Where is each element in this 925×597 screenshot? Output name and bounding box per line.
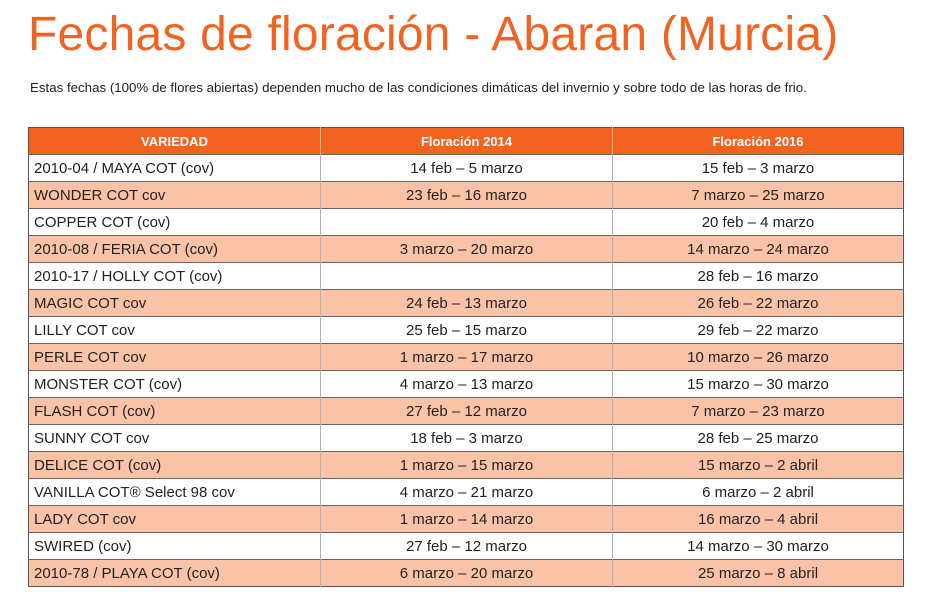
- cell-bloom-2016: 25 marzo – 8 abril: [612, 559, 904, 587]
- cell-variety: LADY COT cov: [28, 505, 321, 533]
- cell-bloom-2014: 18 feb – 3 marzo: [320, 424, 613, 452]
- cell-variety: SWIRED (cov): [28, 532, 321, 560]
- table-row: VANILLA COT® Select 98 cov 4 marzo – 21 m…: [28, 478, 904, 506]
- cell-bloom-2016: 29 feb – 22 marzo: [612, 316, 904, 344]
- table-row: SWIRED (cov) 27 feb – 12 marzo 14 marzo – …: [28, 532, 904, 560]
- table-row: WONDER COT cov 23 feb – 16 marzo 7 marzo –…: [28, 181, 904, 209]
- cell-variety: 2010-17 / HOLLY COT (cov): [28, 262, 321, 290]
- cell-bloom-2016: 15 marzo – 30 marzo: [612, 370, 904, 398]
- cell-bloom-2016: 20 feb – 4 marzo: [612, 208, 904, 236]
- cell-bloom-2016: 10 marzo – 26 marzo: [612, 343, 904, 371]
- column-header-bloom-2016: Floración 2016: [612, 127, 904, 155]
- table-header-row: VARIEDAD Floración 2014 Floración 2016: [28, 127, 904, 155]
- cell-bloom-2014: 4 marzo – 13 marzo: [320, 370, 613, 398]
- cell-variety: MONSTER COT (cov): [28, 370, 321, 398]
- cell-bloom-2016: 28 feb – 16 marzo: [612, 262, 904, 290]
- table-row: PERLE COT cov 1 marzo – 17 marzo 10 marzo …: [28, 343, 904, 371]
- cell-variety: COPPER COT (cov): [28, 208, 321, 236]
- cell-variety: WONDER COT cov: [28, 181, 321, 209]
- cell-variety: 2010-78 / PLAYA COT (cov): [28, 559, 321, 587]
- table-body: 2010-04 / MAYA COT (cov) 14 feb – 5 marzo…: [28, 154, 904, 587]
- column-header-bloom-2014: Floración 2014: [320, 127, 613, 155]
- table-row: FLASH COT (cov) 27 feb – 12 marzo 7 marzo …: [28, 397, 904, 425]
- cell-variety: PERLE COT cov: [28, 343, 321, 371]
- cell-bloom-2016: 14 marzo – 30 marzo: [612, 532, 904, 560]
- cell-bloom-2014: 4 marzo – 21 marzo: [320, 478, 613, 506]
- table-row: 2010-04 / MAYA COT (cov) 14 feb – 5 marzo…: [28, 154, 904, 182]
- table-row: MAGIC COT cov 24 feb – 13 marzo 26 feb – 2…: [28, 289, 904, 317]
- cell-bloom-2014: 24 feb – 13 marzo: [320, 289, 613, 317]
- cell-variety: 2010-08 / FERIA COT (cov): [28, 235, 321, 263]
- cell-bloom-2014: 6 marzo – 20 marzo: [320, 559, 613, 587]
- cell-bloom-2014: 3 marzo – 20 marzo: [320, 235, 613, 263]
- cell-bloom-2014: [320, 208, 613, 236]
- cell-bloom-2016: 6 marzo – 2 abril: [612, 478, 904, 506]
- page-subtitle: Estas fechas (100% de flores abiertas) d…: [30, 80, 807, 95]
- flowering-dates-table: VARIEDAD Floración 2014 Floración 2016 2…: [28, 127, 904, 587]
- table-row: SUNNY COT cov 18 feb – 3 marzo 28 feb – 25…: [28, 424, 904, 452]
- table-row: 2010-78 / PLAYA COT (cov) 6 marzo – 20 ma…: [28, 559, 904, 587]
- table-row: LADY COT cov 1 marzo – 14 marzo 16 marzo –…: [28, 505, 904, 533]
- cell-bloom-2014: 1 marzo – 17 marzo: [320, 343, 613, 371]
- cell-bloom-2016: 28 feb – 25 marzo: [612, 424, 904, 452]
- cell-variety: LILLY COT cov: [28, 316, 321, 344]
- cell-bloom-2016: 16 marzo – 4 abril: [612, 505, 904, 533]
- table-row: 2010-08 / FERIA COT (cov) 3 marzo – 20 ma…: [28, 235, 904, 263]
- table-row: 2010-17 / HOLLY COT (cov) 28 feb – 16 mar…: [28, 262, 904, 290]
- cell-variety: MAGIC COT cov: [28, 289, 321, 317]
- cell-bloom-2014: 23 feb – 16 marzo: [320, 181, 613, 209]
- table-row: LILLY COT cov 25 feb – 15 marzo 29 feb – 2…: [28, 316, 904, 344]
- cell-bloom-2016: 7 marzo – 25 marzo: [612, 181, 904, 209]
- column-header-variety: VARIEDAD: [28, 127, 321, 155]
- cell-variety: FLASH COT (cov): [28, 397, 321, 425]
- cell-bloom-2014: 27 feb – 12 marzo: [320, 397, 613, 425]
- cell-bloom-2014: 1 marzo – 14 marzo: [320, 505, 613, 533]
- cell-bloom-2016: 26 feb – 22 marzo: [612, 289, 904, 317]
- cell-variety: SUNNY COT cov: [28, 424, 321, 452]
- cell-variety: VANILLA COT® Select 98 cov: [28, 478, 321, 506]
- cell-bloom-2016: 15 feb – 3 marzo: [612, 154, 904, 182]
- cell-bloom-2014: 25 feb – 15 marzo: [320, 316, 613, 344]
- cell-variety: 2010-04 / MAYA COT (cov): [28, 154, 321, 182]
- page-title: Fechas de floración - Abaran (Murcia): [28, 8, 839, 61]
- cell-bloom-2016: 14 marzo – 24 marzo: [612, 235, 904, 263]
- cell-bloom-2016: 7 marzo – 23 marzo: [612, 397, 904, 425]
- cell-bloom-2014: 14 feb – 5 marzo: [320, 154, 613, 182]
- cell-bloom-2016: 15 marzo – 2 abril: [612, 451, 904, 479]
- table-row: MONSTER COT (cov) 4 marzo – 13 marzo 15 ma…: [28, 370, 904, 398]
- cell-bloom-2014: 27 feb – 12 marzo: [320, 532, 613, 560]
- cell-variety: DELICE COT (cov): [28, 451, 321, 479]
- table-row: COPPER COT (cov) 20 feb – 4 marzo: [28, 208, 904, 236]
- cell-bloom-2014: [320, 262, 613, 290]
- table-row: DELICE COT (cov) 1 marzo – 15 marzo 15 mar…: [28, 451, 904, 479]
- cell-bloom-2014: 1 marzo – 15 marzo: [320, 451, 613, 479]
